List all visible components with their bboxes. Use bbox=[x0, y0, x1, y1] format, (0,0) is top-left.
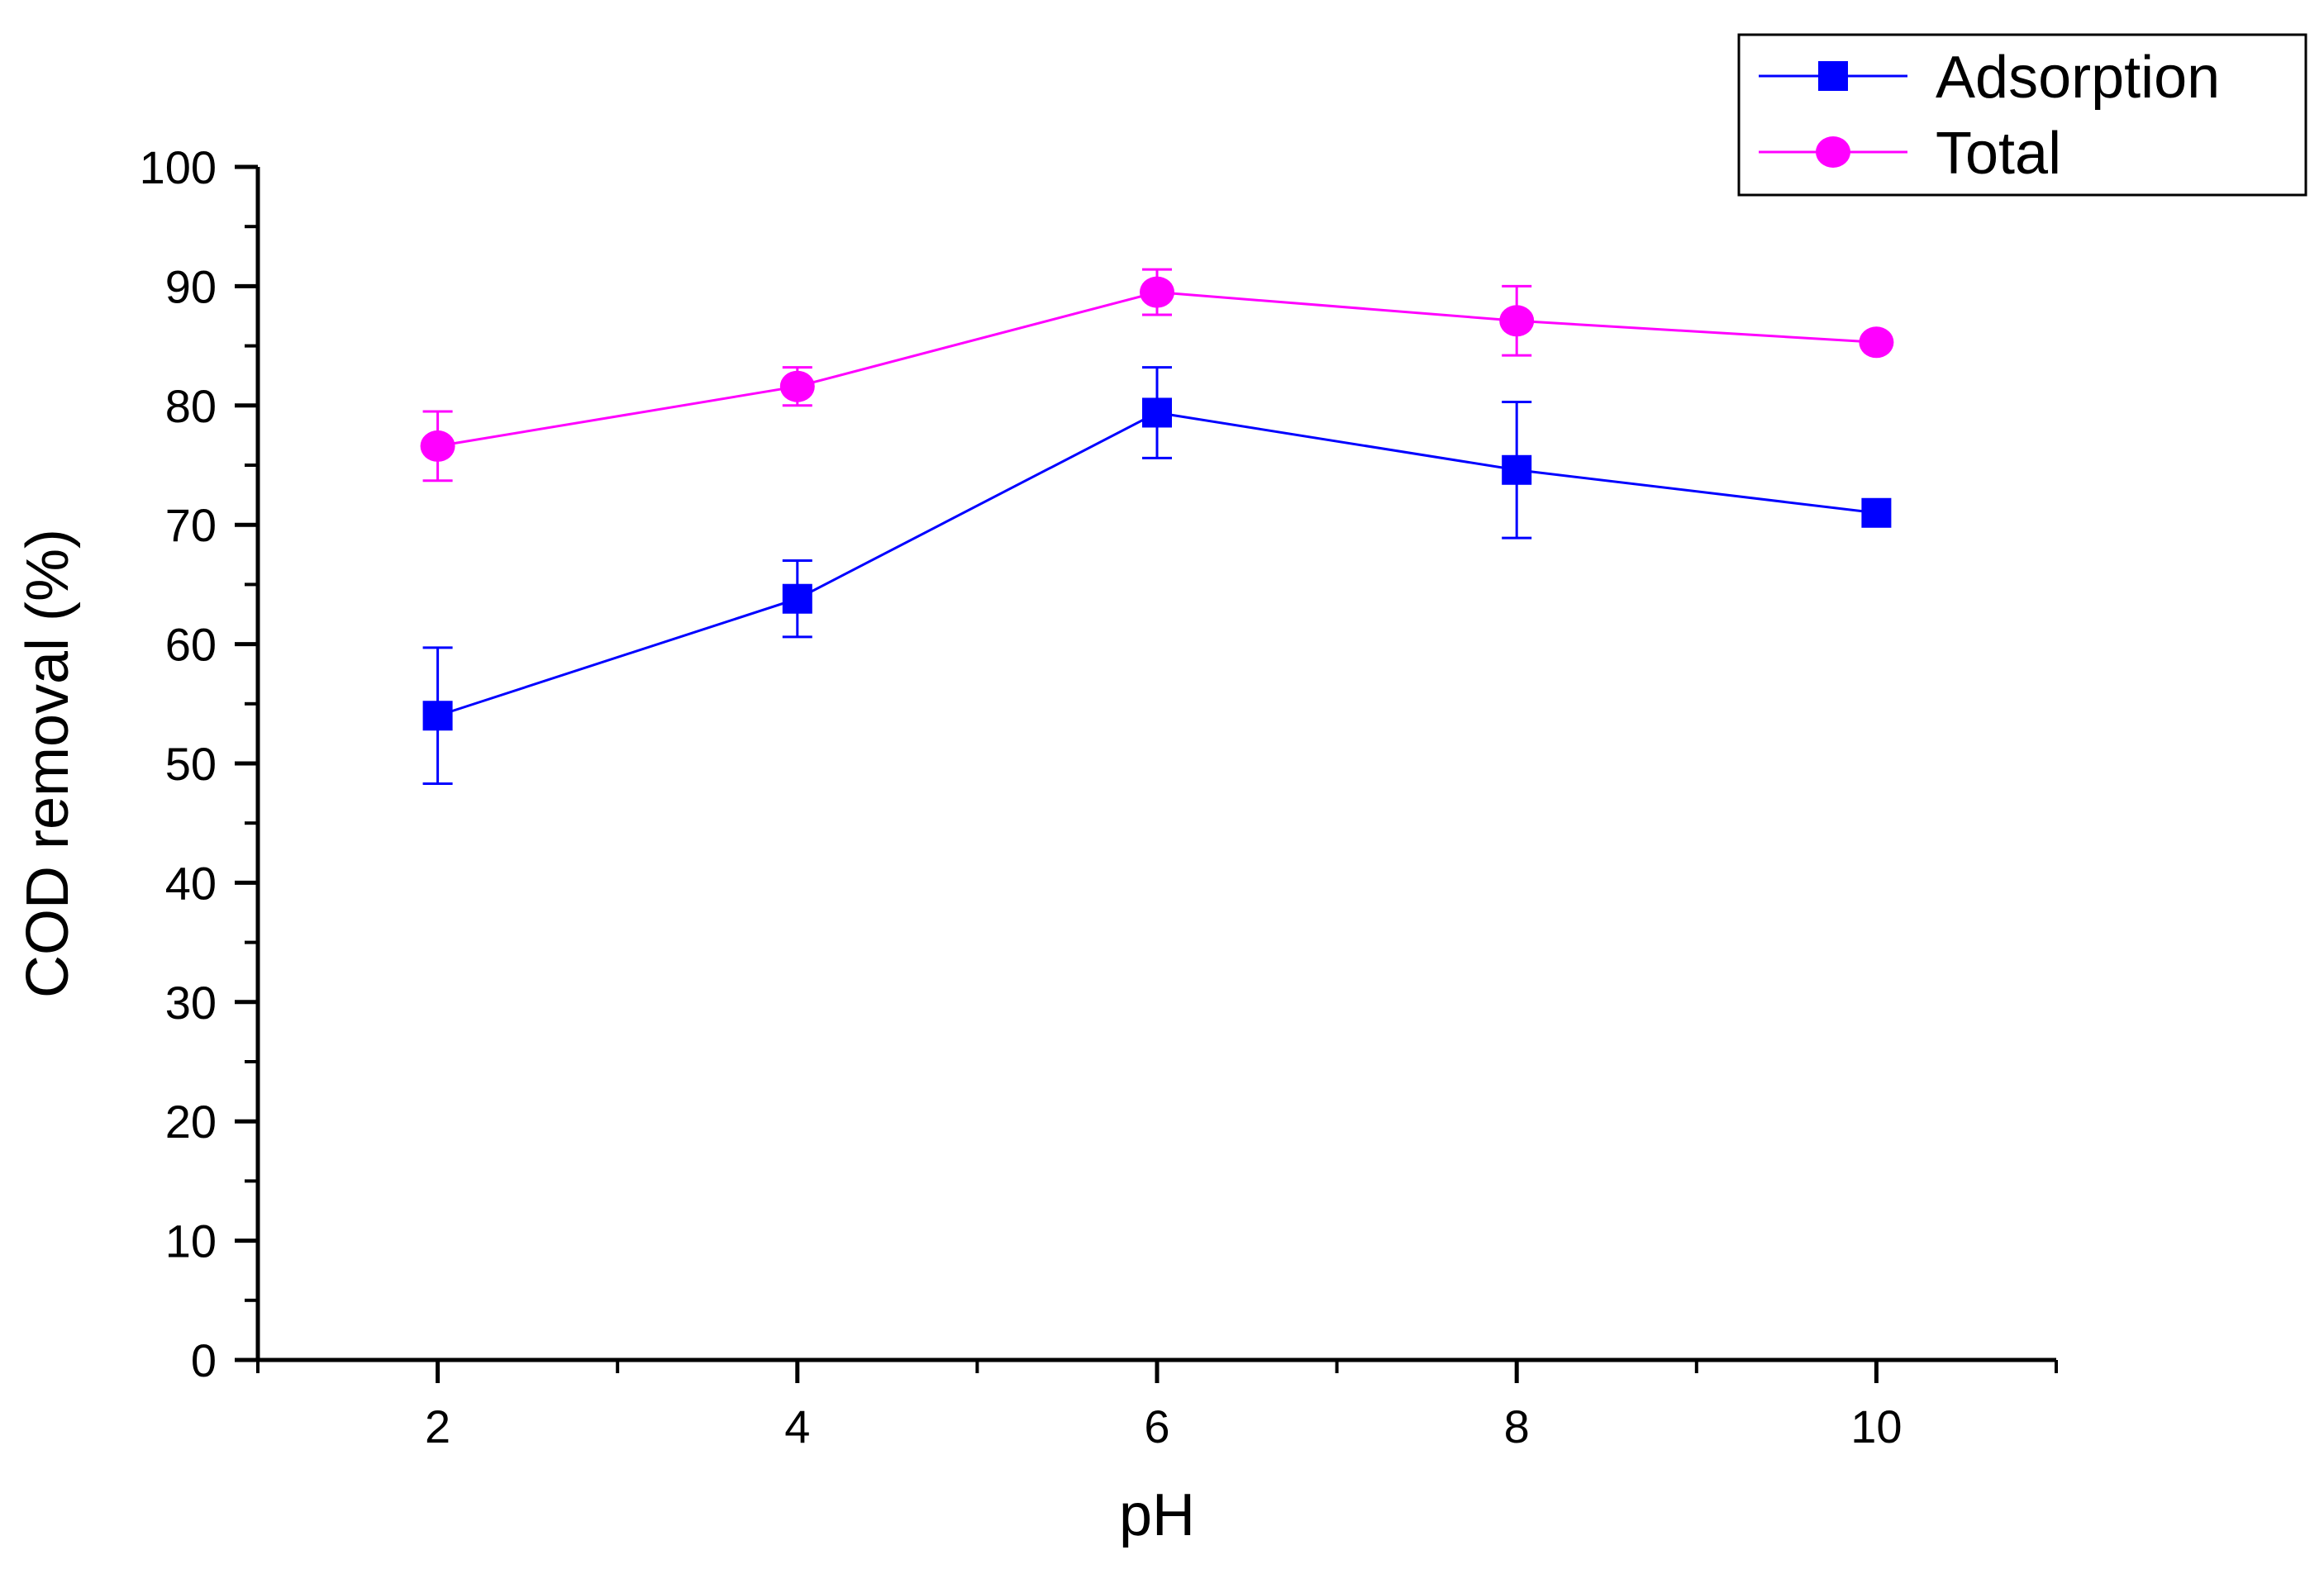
data-point bbox=[1499, 305, 1535, 337]
data-point bbox=[1859, 326, 1894, 359]
data-point bbox=[1142, 397, 1172, 428]
data-point bbox=[1140, 276, 1174, 308]
y-tick-label: 100 bbox=[140, 141, 217, 193]
legend-item: Total bbox=[1759, 121, 2061, 187]
x-axis-title: pH bbox=[1119, 1482, 1195, 1548]
legend-marker bbox=[1818, 61, 1848, 91]
y-tick-label: 60 bbox=[165, 619, 217, 671]
y-tick-label: 30 bbox=[165, 977, 217, 1029]
y-tick-label: 50 bbox=[165, 738, 217, 790]
legend-item: Adsorption bbox=[1759, 45, 2220, 111]
data-point bbox=[420, 430, 455, 462]
legend-label: Total bbox=[1936, 121, 2061, 187]
y-tick-label: 70 bbox=[165, 499, 217, 551]
legend-label: Adsorption bbox=[1936, 45, 2220, 111]
series-total bbox=[420, 268, 1894, 483]
data-point bbox=[1502, 454, 1532, 485]
y-tick-label: 80 bbox=[165, 380, 217, 432]
x-tick-label: 2 bbox=[425, 1400, 450, 1453]
legend-marker bbox=[1816, 136, 1850, 168]
y-tick-label: 90 bbox=[165, 260, 217, 312]
x-tick-label: 10 bbox=[1850, 1400, 1902, 1453]
legend: Adsorption Total bbox=[1737, 33, 2307, 197]
data-point bbox=[779, 370, 815, 402]
series-layer bbox=[420, 268, 1894, 786]
y-tick-label: 20 bbox=[165, 1096, 217, 1148]
data-point bbox=[782, 583, 812, 614]
y-axis-title: COD removal (%) bbox=[15, 529, 81, 998]
y-tick-label: 10 bbox=[165, 1215, 217, 1267]
y-tick-label: 0 bbox=[191, 1334, 217, 1386]
x-tick-label: 6 bbox=[1144, 1400, 1169, 1453]
data-point bbox=[1861, 497, 1892, 528]
y-tick-label: 40 bbox=[165, 857, 217, 909]
x-tick-label: 4 bbox=[784, 1400, 810, 1453]
axes: 0 10 20 30 40 50 60 70 80 90 100 2 4 6 8 10 bbox=[140, 141, 2058, 1453]
series-adsorption bbox=[422, 366, 1892, 786]
data-point bbox=[422, 701, 453, 731]
x-tick-label: 8 bbox=[1504, 1400, 1530, 1453]
